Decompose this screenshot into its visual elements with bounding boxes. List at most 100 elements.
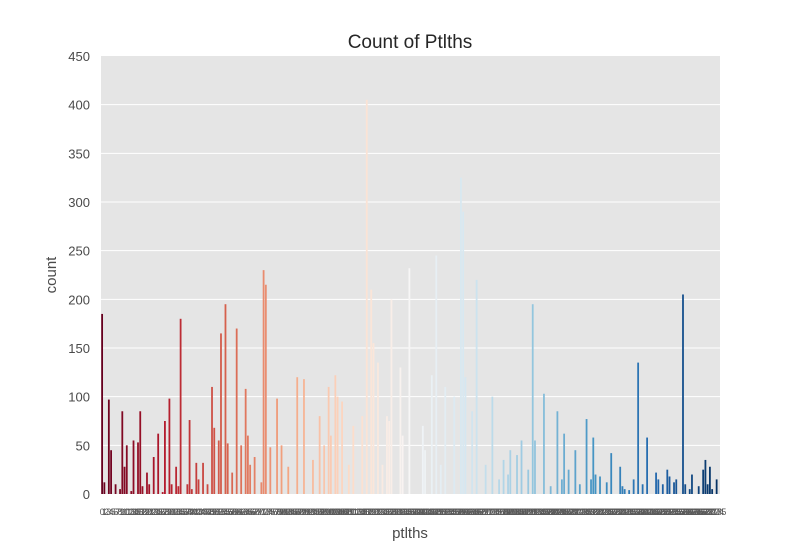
- x-tick-label: 107: [335, 507, 350, 517]
- x-tick-label: 146: [422, 507, 437, 517]
- x-tick-label: 228: [606, 507, 621, 517]
- x-tick-label: 50: [209, 507, 219, 517]
- bar: [509, 450, 512, 494]
- x-tick-label: 113: [348, 507, 362, 517]
- bar: [401, 435, 404, 494]
- bar: [475, 279, 478, 494]
- x-tick-label: 75: [265, 507, 275, 517]
- x-tick-label: 94: [308, 507, 318, 517]
- x-tick-label: 256: [669, 507, 684, 517]
- x-tick-label: 52: [214, 507, 224, 517]
- bar: [706, 484, 709, 494]
- bar: [244, 388, 247, 494]
- x-tick-label: 261: [680, 507, 695, 517]
- x-tick-label: 232: [615, 507, 630, 517]
- x-tick-label: 210: [566, 507, 581, 517]
- bar: [697, 486, 700, 494]
- bar: [377, 362, 379, 494]
- x-tick-label: 236: [624, 507, 639, 517]
- x-tick-label: 136: [400, 507, 415, 517]
- bar: [195, 462, 198, 494]
- bar: [641, 484, 644, 494]
- x-tick-label: 206: [557, 507, 572, 517]
- x-tick-label: 126: [377, 507, 392, 517]
- x-tick-label: 90: [299, 507, 309, 517]
- x-tick-label: 175: [487, 507, 502, 517]
- x-tick-label: 217: [581, 507, 596, 517]
- x-tick-label: 166: [467, 507, 482, 517]
- x-tick-label: 81: [279, 507, 289, 517]
- bar: [334, 375, 337, 494]
- x-tick-label: 123: [370, 507, 385, 517]
- x-tick-label: 18: [137, 507, 147, 517]
- bar: [269, 447, 272, 494]
- bar: [253, 457, 256, 494]
- x-tick-label: 263: [684, 507, 699, 517]
- x-tick-label: 10: [120, 507, 130, 517]
- bar: [190, 489, 193, 494]
- bar: [605, 482, 608, 494]
- x-tick-label: 182: [503, 507, 518, 517]
- x-tick-label: 203: [550, 507, 565, 517]
- bar: [211, 386, 213, 494]
- x-tick-label: 40: [187, 507, 197, 517]
- x-tick-label: 181: [501, 507, 516, 517]
- x-tick-label: 220: [588, 507, 603, 517]
- bar: [590, 479, 592, 494]
- x-tick-label: 64: [241, 507, 251, 517]
- bar: [578, 484, 581, 494]
- bar: [543, 393, 545, 494]
- x-tick-label: 152: [436, 507, 451, 517]
- bar: [264, 284, 267, 494]
- x-tick-label: 111: [344, 507, 358, 517]
- bar: [471, 411, 474, 494]
- x-tick-label: 34: [173, 507, 183, 517]
- x-tick-label: 257: [671, 507, 686, 517]
- bar: [430, 375, 433, 494]
- x-tick-label: 104: [328, 507, 343, 517]
- x-tick-label: 223: [595, 507, 610, 517]
- x-tick-label: 134: [395, 507, 410, 517]
- bar: [152, 457, 155, 494]
- x-tick-label: 200: [543, 507, 558, 517]
- x-tick-label: 208: [561, 507, 576, 517]
- bar: [157, 433, 160, 494]
- x-tick-label: 16: [133, 507, 143, 517]
- x-tick-label: 22: [146, 507, 156, 517]
- x-tick-label: 249: [653, 507, 668, 517]
- bar: [424, 450, 426, 494]
- x-tick-label: 88: [294, 507, 304, 517]
- x-tick-label: 41: [189, 507, 199, 517]
- x-tick-label: 37: [180, 507, 190, 517]
- x-tick-label: 197: [536, 507, 551, 517]
- x-tick-label: 191: [523, 507, 538, 517]
- bar: [296, 377, 299, 494]
- bar: [249, 464, 252, 494]
- x-tick-label: 30: [164, 507, 174, 517]
- bar: [130, 491, 133, 494]
- x-tick-label: 119: [362, 507, 376, 517]
- x-tick-label: 125: [375, 507, 390, 517]
- bar: [527, 469, 530, 494]
- bar: [715, 479, 718, 494]
- bar: [556, 411, 559, 494]
- bar: [408, 268, 411, 494]
- x-tick-label: 141: [411, 507, 426, 517]
- x-tick-label: 214: [575, 507, 590, 517]
- x-tick-label: 235: [622, 507, 637, 517]
- bar: [435, 255, 438, 494]
- bar: [619, 466, 622, 494]
- y-tick-label: 50: [76, 438, 90, 453]
- x-tick-label: 139: [406, 507, 421, 517]
- bar: [170, 484, 173, 494]
- x-tick-label: 82: [281, 507, 291, 517]
- x-tick-label: 6: [113, 507, 118, 517]
- x-tick-label: 70: [254, 507, 264, 517]
- bar: [139, 411, 142, 494]
- bar: [206, 484, 209, 494]
- y-tick-label: 150: [68, 341, 90, 356]
- x-tick-label: 229: [608, 507, 623, 517]
- x-tick-label: 35: [176, 507, 186, 517]
- bar: [141, 486, 144, 494]
